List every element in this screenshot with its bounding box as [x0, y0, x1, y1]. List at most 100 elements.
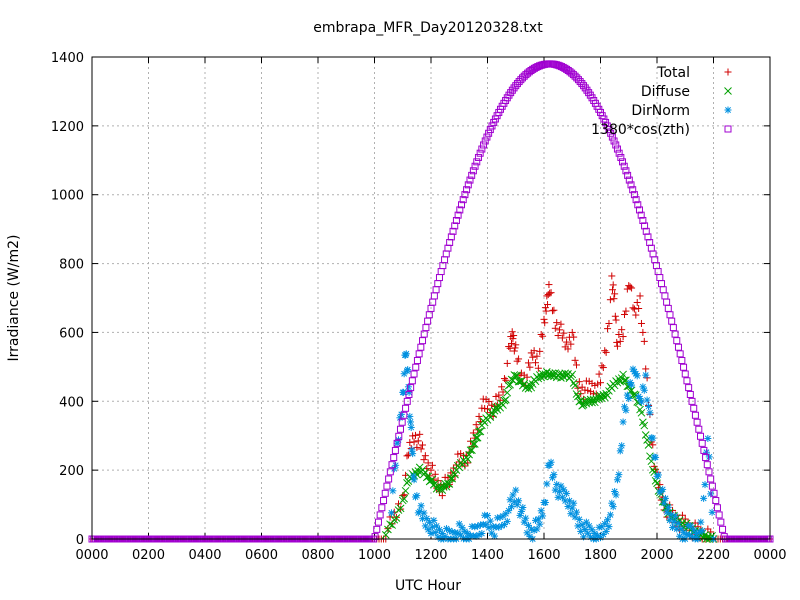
data-point: [509, 335, 517, 343]
data-point: [570, 333, 578, 341]
data-point: [572, 361, 580, 369]
data-point: [707, 475, 715, 483]
data-point: [568, 328, 576, 336]
data-point: [622, 406, 630, 414]
data-point: [637, 398, 645, 406]
data-point: [378, 504, 386, 512]
data-point: [575, 515, 583, 523]
data-point: [556, 326, 564, 334]
data-point: [612, 316, 620, 324]
data-point: [542, 307, 550, 315]
data-point: [618, 326, 626, 334]
data-point: [413, 357, 421, 365]
legend-marker: [724, 68, 732, 76]
data-point: [486, 126, 494, 134]
data-point: [536, 520, 544, 528]
legend-marker: [724, 125, 732, 133]
data-point: [485, 524, 493, 532]
data-point: [484, 512, 491, 520]
data-point: [465, 450, 473, 459]
data-point: [658, 280, 666, 288]
data-point: [632, 196, 640, 204]
data-point: [539, 332, 547, 340]
data-point: [618, 442, 626, 450]
data-point: [446, 239, 454, 247]
y-tick-label: 1200: [51, 120, 84, 135]
data-point: [557, 320, 565, 328]
data-point: [695, 425, 703, 433]
data-point: [398, 418, 406, 426]
data-point: [411, 431, 419, 439]
data-point: [613, 145, 621, 153]
data-point: [476, 427, 485, 436]
data-point: [461, 191, 469, 199]
data-point: [470, 440, 479, 448]
data-point: [703, 461, 711, 469]
data-point: [625, 395, 633, 403]
data-point: [545, 281, 553, 289]
data-point: [620, 162, 628, 170]
data-point: [619, 370, 627, 379]
data-point: [442, 250, 450, 258]
data-point: [506, 380, 514, 389]
data-point: [415, 350, 423, 358]
data-point: [610, 137, 618, 145]
y-tick-label: 600: [59, 326, 84, 341]
data-point: [503, 388, 512, 397]
data-point: [637, 319, 645, 327]
data-point: [523, 373, 531, 381]
data-point: [505, 507, 513, 515]
data-point: [400, 494, 409, 503]
data-point: [430, 292, 438, 300]
x-axis-label: UTC Hour: [395, 578, 461, 594]
data-point: [468, 446, 476, 455]
data-point: [619, 418, 627, 426]
x-tick-label: 0000: [75, 548, 108, 563]
data-point: [686, 390, 694, 398]
data-point: [537, 507, 545, 515]
data-point: [417, 445, 425, 453]
data-point: [616, 337, 624, 345]
data-point: [588, 526, 596, 534]
data-point: [516, 377, 524, 386]
data-point: [604, 516, 612, 524]
data-point: [601, 347, 609, 355]
data-point: [404, 366, 412, 374]
data-point: [469, 167, 477, 175]
data-point: [693, 418, 701, 426]
data-point: [550, 306, 558, 314]
data-point: [422, 324, 430, 332]
data-point: [371, 533, 379, 541]
data-point: [683, 377, 691, 385]
data-point: [407, 418, 415, 426]
data-point: [406, 438, 414, 446]
data-point: [617, 153, 625, 161]
data-point: [645, 402, 653, 410]
data-point: [374, 518, 382, 526]
data-point: [563, 338, 571, 346]
data-point: [433, 522, 441, 530]
data-point: [534, 515, 542, 523]
data-point: [612, 141, 620, 149]
data-point: [640, 421, 649, 430]
data-point: [484, 405, 491, 413]
data-point: [572, 390, 581, 398]
data-point: [407, 384, 415, 392]
legend: Total Diffuse DirNorm 1380*cos(zth): [591, 65, 732, 138]
data-point: [664, 503, 672, 511]
y-tick-label: 200: [59, 464, 84, 479]
data-point: [649, 250, 657, 258]
data-point: [524, 521, 532, 529]
data-point: [616, 447, 624, 455]
data-point: [609, 286, 617, 294]
data-point: [410, 370, 418, 378]
data-point: [698, 527, 706, 535]
series-layer: [88, 60, 774, 543]
data-point: [568, 370, 577, 379]
data-point: [704, 434, 712, 442]
data-point: [713, 504, 721, 512]
data-point: [546, 289, 554, 297]
data-point: [541, 319, 549, 327]
data-point: [381, 489, 389, 497]
data-point: [396, 425, 404, 433]
